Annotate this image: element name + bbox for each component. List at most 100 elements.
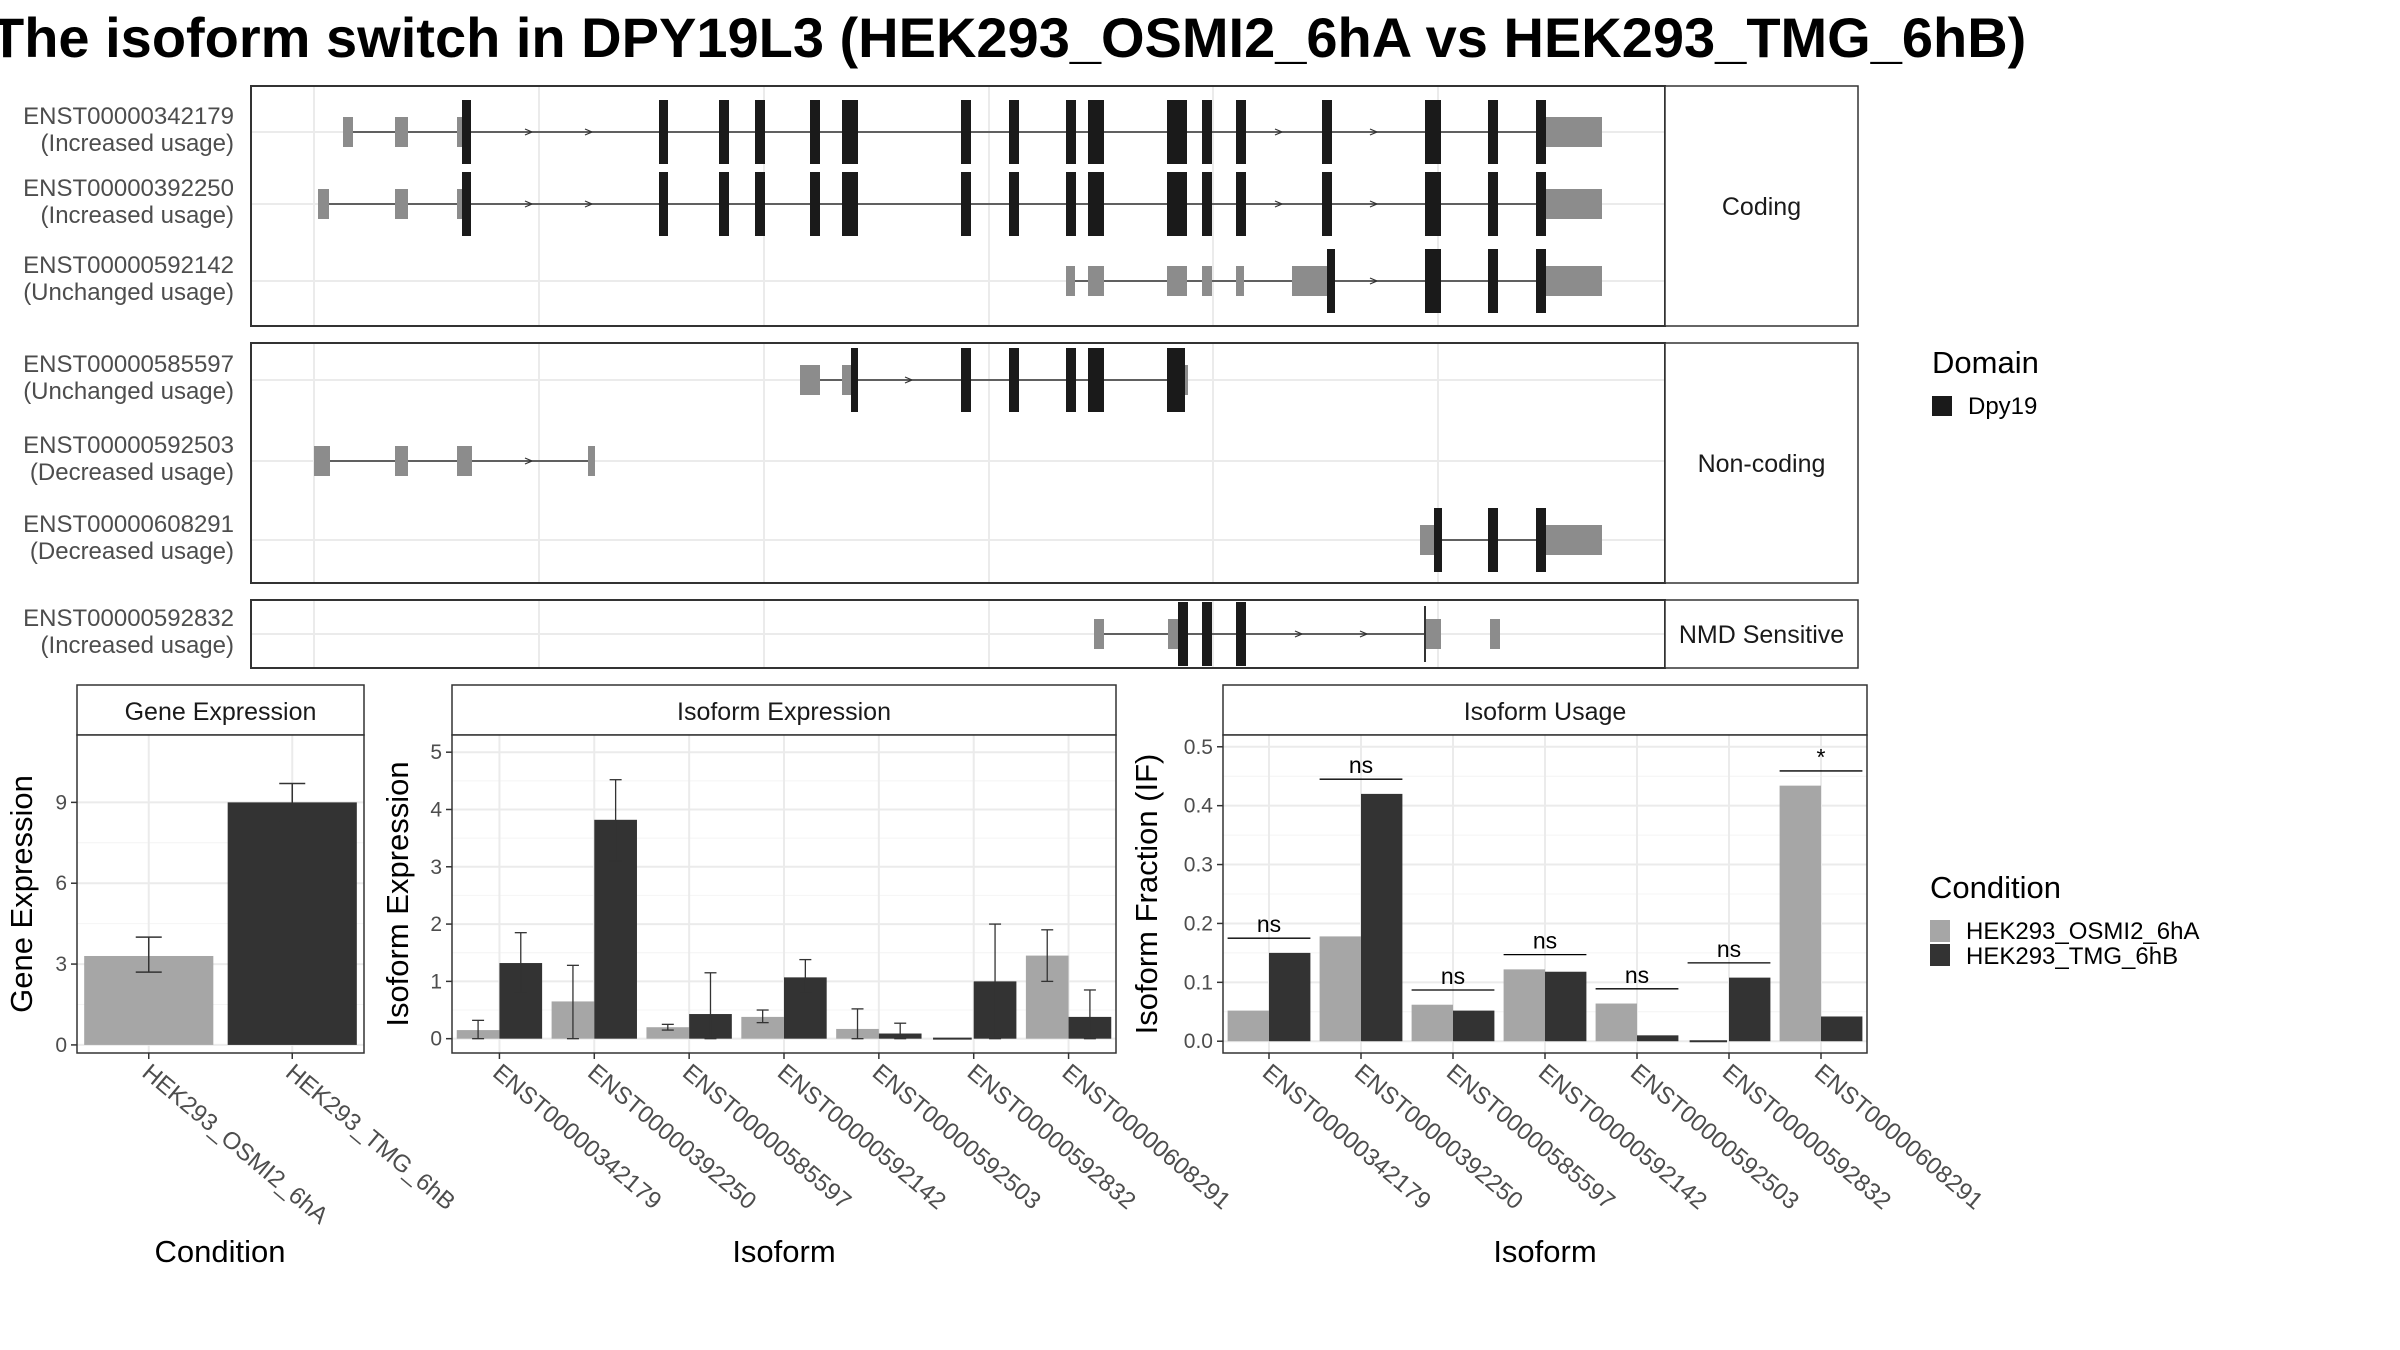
structure-strip-label: Coding [1722, 193, 1801, 221]
significance-label: ns [1625, 962, 1649, 988]
exon [457, 189, 462, 219]
domain-exon [1066, 348, 1076, 412]
x-tick-label: ENST00000592832 [962, 1059, 1141, 1215]
domain-exon [1167, 172, 1187, 236]
domain-exon [810, 100, 820, 164]
exon [457, 117, 462, 147]
direction-arrow [524, 200, 534, 208]
domain-exon [1009, 172, 1019, 236]
exon [1420, 525, 1434, 555]
transcript-row: ENST00000592142(Unchanged usage) [23, 249, 1602, 313]
x-tick-label: ENST00000342179 [1257, 1059, 1436, 1215]
y-tick-label: 1 [430, 970, 442, 993]
domain-exon [1178, 602, 1188, 666]
exon [1490, 619, 1500, 649]
exon [588, 446, 595, 476]
domain-exon [1066, 100, 1076, 164]
bar-condition-b [1637, 1035, 1679, 1042]
transcript-row: ENST00000585597(Unchanged usage) [23, 348, 1188, 412]
domain-exon [1536, 249, 1546, 313]
exon [1094, 619, 1104, 649]
domain-exon [1088, 100, 1104, 164]
y-tick-label: 6 [55, 872, 67, 895]
transcript-usage: (Increased usage) [41, 130, 234, 157]
chart-gene-expression: Gene Expression0369HEK293_OSMI2_6hAHEK29… [4, 684, 460, 1269]
chart-title: Isoform Usage [1464, 698, 1627, 726]
bar-condition-b [1453, 1010, 1495, 1042]
y-tick-label: 5 [430, 741, 442, 764]
bar-condition-a [1779, 785, 1821, 1042]
x-axis-title: Isoform [732, 1234, 835, 1269]
exon [1202, 266, 1212, 296]
domain-exon [851, 348, 858, 412]
domain-exon [659, 172, 668, 236]
domain-exon [659, 100, 668, 164]
bar-condition-b [1361, 793, 1403, 1042]
transcript-usage: (Increased usage) [41, 632, 234, 659]
x-tick-label: ENST00000608291 [1057, 1059, 1236, 1215]
exon [1167, 266, 1187, 296]
x-tick-label: ENST00000392250 [582, 1059, 761, 1215]
exon [1185, 365, 1188, 395]
structure-strip [1664, 599, 1859, 669]
y-tick-label: 0.1 [1184, 971, 1213, 994]
domain-exon [1009, 348, 1019, 412]
y-tick-label: 4 [430, 798, 442, 821]
exon [1546, 525, 1602, 555]
x-tick-label: ENST00000585597 [677, 1059, 856, 1215]
chart-strip [451, 684, 1117, 736]
y-tick-label: 0.2 [1184, 912, 1213, 935]
bar-condition-b [1729, 977, 1771, 1042]
y-tick-label: 0 [430, 1028, 442, 1051]
x-tick-label: ENST00000592832 [1717, 1059, 1896, 1215]
figure-title: The isoform switch in DPY19L3 (HEK293_OS… [0, 6, 2026, 69]
domain-exon [462, 100, 471, 164]
domain-exon [1167, 100, 1187, 164]
transcript-id: ENST00000608291 [23, 511, 234, 538]
domain-exon [1009, 100, 1019, 164]
y-tick-label: 0.0 [1184, 1030, 1213, 1053]
domain-exon [1536, 100, 1546, 164]
direction-arrow [1359, 630, 1369, 638]
y-axis-title: Isoform Expression [380, 761, 415, 1026]
y-tick-label: 2 [430, 913, 442, 936]
domain-exon [1488, 100, 1498, 164]
transcript-usage: (Decreased usage) [30, 538, 234, 565]
bar-condition-a [1227, 1010, 1269, 1042]
direction-arrow [584, 200, 594, 208]
exon [395, 446, 401, 476]
domain-legend-title: Domain [1932, 345, 2039, 380]
significance-label: ns [1533, 928, 1557, 954]
condition-legend-label-a: HEK293_OSMI2_6hA [1966, 918, 2199, 945]
y-tick-label: 0 [55, 1034, 67, 1057]
exon [395, 117, 401, 147]
domain-exon [755, 172, 765, 236]
domain-exon [1322, 172, 1332, 236]
transcript-usage: (Decreased usage) [30, 459, 234, 486]
bar-condition-b [1545, 971, 1587, 1042]
bar-condition-a [1411, 1004, 1453, 1042]
transcript-id: ENST00000592503 [23, 432, 234, 459]
y-tick-label: 3 [55, 953, 67, 976]
exon [318, 189, 329, 219]
y-tick-label: 3 [430, 856, 442, 879]
x-tick-label: ENST00000592142 [772, 1059, 951, 1215]
y-tick-label: 0.5 [1184, 736, 1213, 759]
transcript-row: ENST00000392250(Increased usage) [23, 172, 1602, 236]
bar [227, 802, 357, 1045]
y-axis-title: Isoform Fraction (IF) [1129, 754, 1164, 1035]
domain-exon [961, 100, 971, 164]
x-tick-label: ENST00000392250 [1349, 1059, 1528, 1215]
domain-exon [1425, 172, 1441, 236]
x-tick-label: ENST00000592503 [1625, 1059, 1804, 1215]
domain-exon [1066, 172, 1076, 236]
transcript-row: ENST00000342179(Increased usage) [23, 100, 1602, 164]
structure-group-non-coding: Non-coding ENST00000585597(Unchanged usag… [23, 342, 1859, 584]
transcript-structure-panel: Coding ENST00000342179(Increased usage) EN… [23, 85, 1859, 669]
bar-charts: Gene Expression0369HEK293_OSMI2_6hAHEK29… [4, 684, 1988, 1269]
domain-exon [462, 172, 471, 236]
transcript-row: ENST00000592832(Increased usage) [23, 602, 1500, 666]
structure-group-coding: Coding ENST00000342179(Increased usage) EN… [23, 85, 1859, 327]
chart-strip [1222, 684, 1868, 736]
